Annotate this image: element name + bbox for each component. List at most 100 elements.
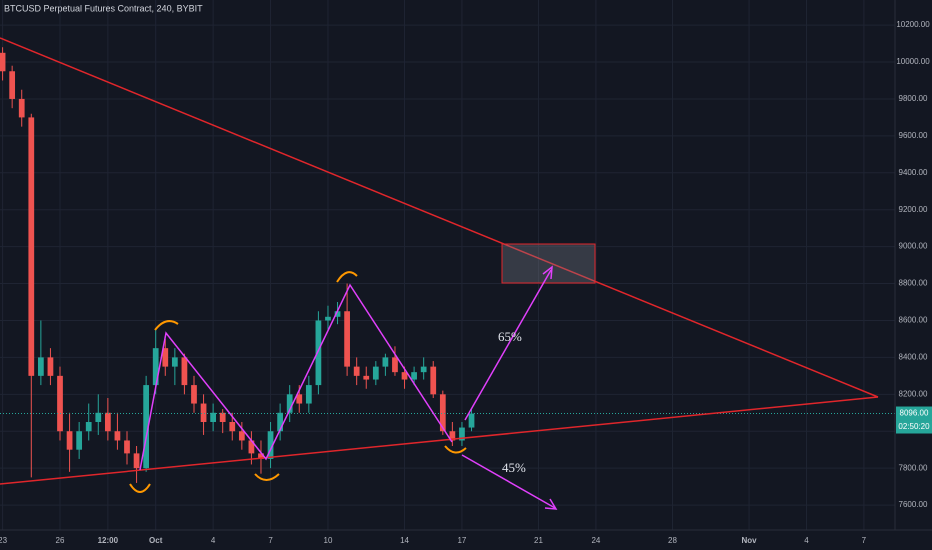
candle-body (430, 366, 437, 395)
x-tick-label: Nov (741, 536, 757, 545)
countdown-label: 02:50:20 (898, 422, 930, 431)
last-price-tag (896, 406, 932, 421)
candle-body (47, 357, 54, 376)
candle-body (277, 412, 283, 432)
y-tick-label: 9400.00 (899, 168, 928, 177)
candle-body (219, 412, 226, 423)
arrow-down (461, 454, 556, 509)
candle-body (9, 71, 16, 99)
axes: 10200.00 10000.00 9800.00 9600.00 9400.00 920… (0, 20, 932, 545)
candle-body (267, 431, 274, 459)
candle-body (66, 431, 73, 450)
pivot-arc (129, 483, 151, 493)
x-tick-label: Oct (149, 536, 163, 545)
candle-body (315, 320, 322, 386)
candles (0, 47, 895, 483)
candle-body (191, 385, 197, 404)
candle-body (296, 394, 303, 404)
candle-body (449, 431, 456, 441)
y-tick-label: 10000.00 (896, 57, 930, 66)
trendline-lower (0, 396, 879, 485)
y-tick-label: 7800.00 (899, 463, 928, 472)
annotation: 45% (502, 460, 526, 475)
y-tick-label: 9200.00 (899, 205, 928, 214)
candle-body (162, 348, 169, 367)
candle-body (401, 372, 408, 380)
pivot-arc (444, 445, 467, 454)
arrow-up (464, 269, 552, 421)
candle-body (210, 412, 216, 423)
x-tick-label: 24 (591, 536, 600, 545)
x-tick-label: 4 (804, 536, 809, 545)
arrow-up-head (542, 265, 553, 280)
target-zone (501, 243, 596, 284)
candle-body (152, 348, 159, 386)
drawings: 65% 45% (0, 37, 879, 510)
candle-body (104, 412, 111, 432)
x-tick-label: 17 (457, 536, 466, 545)
candle-body (143, 385, 150, 469)
x-tick-label: 26 (56, 536, 65, 545)
candle-body (382, 357, 389, 367)
y-tick-label: 8200.00 (899, 389, 928, 398)
candle-body (411, 372, 417, 380)
y-tick-label: 8800.00 (899, 279, 928, 288)
y-tick-label: 9800.00 (899, 94, 928, 103)
candle-body (114, 431, 121, 441)
y-tick-label: 7600.00 (899, 500, 928, 509)
candle-body (334, 311, 341, 317)
x-tick-label: 28 (668, 536, 677, 545)
candle-body (171, 357, 178, 367)
candle-body (420, 366, 427, 373)
price-axis (895, 0, 932, 550)
x-tick-label: 12:00 (98, 536, 119, 545)
candle-body (325, 316, 331, 321)
candle-body (344, 311, 350, 367)
candle-body (229, 422, 236, 432)
candle-body (133, 453, 140, 469)
y-tick-label: 9000.00 (899, 242, 928, 251)
y-tick-label: 8400.00 (899, 353, 928, 362)
y-tick-label: 9600.00 (899, 131, 928, 140)
candle-body (286, 394, 293, 413)
pivot-arc (336, 271, 358, 283)
candle-body (353, 366, 360, 376)
chart-title: BTCUSD Perpetual Futures Contract, 240, … (4, 3, 203, 13)
trendline-upper (0, 37, 879, 398)
candle-body (305, 385, 312, 404)
candle-body (0, 52, 6, 72)
candle-body (468, 413, 475, 428)
x-tick-label: 23 (0, 536, 8, 545)
countdown-tag (896, 420, 932, 434)
candle-body (181, 357, 188, 386)
candle-body (392, 357, 398, 373)
last-price-label: 8096.00 (900, 409, 929, 418)
candle-body (363, 375, 370, 380)
zigzag (139, 283, 453, 471)
candle-body (18, 98, 25, 118)
candle-body (85, 422, 92, 432)
candle-body (248, 440, 255, 454)
pivot-arc (254, 473, 280, 481)
candle-body (258, 453, 264, 459)
x-tick-label: 10 (324, 536, 333, 545)
arrow-down-head (544, 498, 558, 510)
candle-body (124, 440, 130, 454)
y-tick-label: 10200.00 (896, 20, 930, 29)
candle-body (238, 431, 245, 441)
candle-body (200, 403, 207, 423)
candle-body (95, 412, 102, 423)
candle-body (76, 431, 83, 450)
y-tick-label: 8600.00 (899, 316, 928, 325)
candle-body (439, 394, 446, 432)
x-tick-label: 7 (268, 536, 273, 545)
candle-body (459, 427, 465, 441)
annotation: 65% (498, 329, 522, 344)
candle-body (37, 357, 44, 376)
x-tick-label: 21 (534, 536, 543, 545)
x-tick-label: 4 (211, 536, 216, 545)
candle-body (57, 375, 63, 432)
x-tick-label: 14 (400, 536, 409, 545)
candle-body (372, 366, 379, 380)
